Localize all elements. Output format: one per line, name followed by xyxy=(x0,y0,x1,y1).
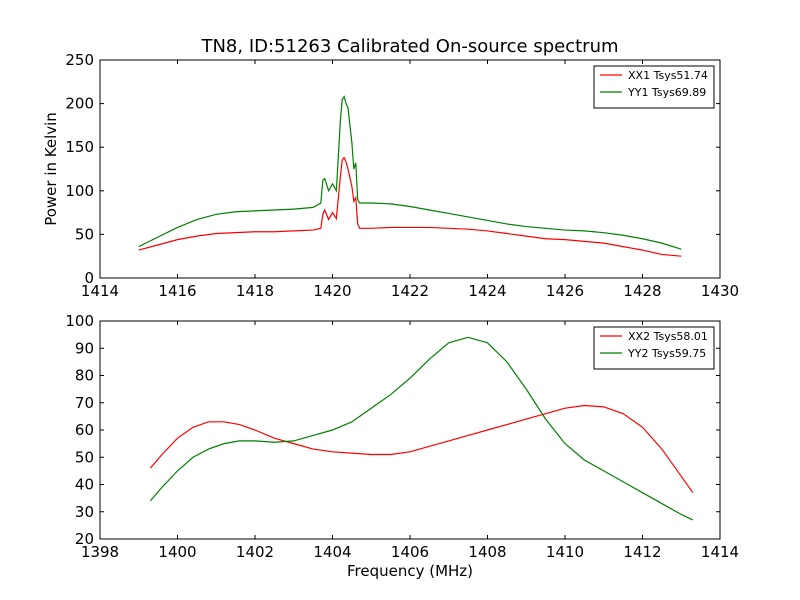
x-tick-label: 1430 xyxy=(701,282,739,300)
y-tick-label: 70 xyxy=(75,394,94,412)
legend-box xyxy=(593,326,715,370)
y-tick-label: 100 xyxy=(65,312,94,330)
x-tick-label: 1416 xyxy=(158,282,196,300)
legend-label-2: YY1 Tsys69.89 xyxy=(627,86,706,99)
x-tick-label: 1398 xyxy=(81,543,119,561)
x-tick-label: 1428 xyxy=(623,282,661,300)
y-axis-label: Power in Kelvin xyxy=(42,112,60,226)
series-line-1 xyxy=(149,404,694,494)
x-tick-label: 1424 xyxy=(468,282,506,300)
y-tick-label: 30 xyxy=(75,503,94,521)
series-line-1 xyxy=(138,156,682,257)
x-tick-label: 1414 xyxy=(701,543,739,561)
chart-panel-1: 1414 1416 1418 1420 1422 1424 1426 1428 1430 0 50 1… xyxy=(42,36,739,300)
legend-label-1: XX1 Tsys51.74 xyxy=(628,69,708,82)
chart-title: TN8, ID:51263 Calibrated On-source spect… xyxy=(200,36,618,57)
x-tick-label: 1420 xyxy=(313,282,351,300)
series-line-2 xyxy=(138,95,682,250)
x-tick-label: 1404 xyxy=(313,543,351,561)
y-tick-label: 250 xyxy=(65,51,94,69)
x-tick-label: 1426 xyxy=(546,282,584,300)
x-tick-label: 1400 xyxy=(158,543,196,561)
y-tick-label: 20 xyxy=(75,530,94,548)
x-tick-label: 1418 xyxy=(236,282,274,300)
y-tick-label: 40 xyxy=(75,476,94,494)
x-tick-label: 1410 xyxy=(546,543,584,561)
y-tick-label: 90 xyxy=(75,339,94,357)
y-tick-label: 60 xyxy=(75,421,94,439)
x-tick-label: 1412 xyxy=(623,543,661,561)
y-tick-label: 80 xyxy=(75,367,94,385)
y-tick-label: 50 xyxy=(75,448,94,466)
series-line-2 xyxy=(149,336,694,521)
x-tick-label: 1422 xyxy=(391,282,429,300)
legend: XX2 Tsys58.01 YY2 Tsys59.75 xyxy=(593,326,715,370)
x-tick-label: 1408 xyxy=(468,543,506,561)
x-tick-label: 1406 xyxy=(391,543,429,561)
x-tick-label: 1402 xyxy=(236,543,274,561)
legend-label-2: YY2 Tsys59.75 xyxy=(627,347,706,360)
legend: XX1 Tsys51.74 YY1 Tsys69.89 xyxy=(593,65,715,109)
y-tick-label: 50 xyxy=(75,225,94,243)
y-tick-label: 0 xyxy=(84,269,94,287)
y-tick-label: 200 xyxy=(65,95,94,113)
x-tick-label: 1414 xyxy=(81,282,119,300)
legend-box xyxy=(593,65,715,109)
y-tick-label: 150 xyxy=(65,138,94,156)
y-tick-label: 100 xyxy=(65,182,94,200)
x-axis-label: Frequency (MHz) xyxy=(347,562,473,580)
legend-label-1: XX2 Tsys58.01 xyxy=(628,330,708,343)
chart-panel-2: 1398 1400 1402 1404 1406 1408 1410 1412 1414 20 30… xyxy=(65,312,739,580)
